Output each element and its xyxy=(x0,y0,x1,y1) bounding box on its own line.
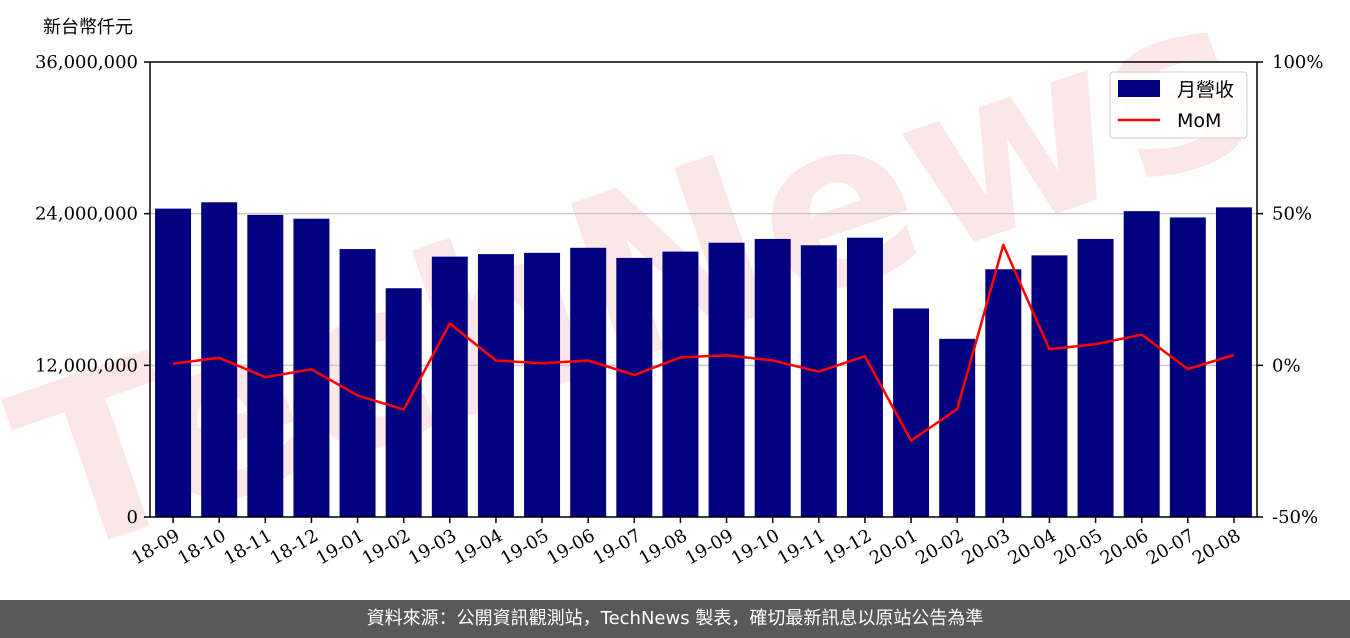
x-tick-label: 19-07 xyxy=(589,525,644,569)
bar xyxy=(570,247,607,517)
legend-label-mom: MoM xyxy=(1177,110,1221,132)
bar xyxy=(1215,207,1252,517)
x-tick-label: 19-02 xyxy=(359,525,414,569)
legend: 月營收 MoM xyxy=(1109,71,1248,139)
y-right-tick-label: 50% xyxy=(1272,204,1312,225)
x-tick-label: 20-03 xyxy=(958,525,1013,569)
bar xyxy=(708,242,745,517)
revenue-chart: TechNews 012,000,00024,000,00036,000,000… xyxy=(0,0,1323,600)
bar xyxy=(293,218,330,517)
bar xyxy=(893,308,930,517)
x-tick-label: 19-12 xyxy=(820,525,875,569)
x-tick-label: 19-11 xyxy=(774,525,829,569)
mom-line xyxy=(172,243,1235,442)
legend-label-revenue: 月營收 xyxy=(1177,79,1234,101)
x-tick-label: 19-06 xyxy=(543,525,598,569)
bar xyxy=(1169,217,1206,518)
y-left-tick-label: 0 xyxy=(127,507,138,528)
y-right-tick-label: -50% xyxy=(1272,507,1318,528)
bar xyxy=(431,256,468,517)
plot-frame xyxy=(149,61,1258,518)
bar xyxy=(616,257,653,517)
bar xyxy=(985,269,1022,517)
x-tick-label: 19-09 xyxy=(682,525,737,569)
bar xyxy=(754,238,791,517)
bar xyxy=(662,251,699,518)
source-footer: 資料來源：公開資訊觀測站，TechNews 製表，確切最新訊息以原站公告為準 xyxy=(0,600,1350,638)
x-tick-label: 20-01 xyxy=(866,525,921,569)
x-tick-label: 19-04 xyxy=(451,525,506,569)
y-left-tick-label: 24,000,000 xyxy=(35,204,138,225)
bar xyxy=(385,288,422,517)
x-tick-label: 20-07 xyxy=(1143,525,1198,569)
legend-swatch-revenue xyxy=(1118,80,1160,97)
gridlines xyxy=(150,212,1257,367)
bar xyxy=(1077,238,1114,517)
x-tick-label: 20-06 xyxy=(1097,525,1152,569)
x-tick-label: 19-10 xyxy=(728,525,783,569)
x-tick-label: 19-05 xyxy=(497,525,552,569)
x-tick-label: 20-04 xyxy=(1004,525,1059,569)
x-tick-label: 19-03 xyxy=(405,525,460,569)
x-tick-label: 20-05 xyxy=(1051,525,1106,569)
x-tick-label: 19-01 xyxy=(313,525,368,569)
bars xyxy=(155,202,1252,518)
y-left-tick-label: 12,000,000 xyxy=(35,355,138,376)
bar xyxy=(524,252,561,517)
bar xyxy=(247,214,284,518)
x-tick-label: 19-08 xyxy=(635,525,690,569)
bar xyxy=(1031,255,1068,517)
y-left-tick-label: 36,000,000 xyxy=(35,52,138,73)
mom-line-layer xyxy=(172,243,1235,442)
x-tick-label: 20-02 xyxy=(912,525,967,569)
bar xyxy=(477,254,514,517)
bar xyxy=(800,245,837,517)
y-right-tick-label: 0% xyxy=(1272,355,1301,376)
y-right-tick-label: 100% xyxy=(1272,52,1323,73)
y-unit-label: 新台幣仟元 xyxy=(43,17,133,38)
bar xyxy=(339,249,376,518)
x-tick-label: 20-08 xyxy=(1189,525,1244,569)
bar xyxy=(1123,211,1160,517)
